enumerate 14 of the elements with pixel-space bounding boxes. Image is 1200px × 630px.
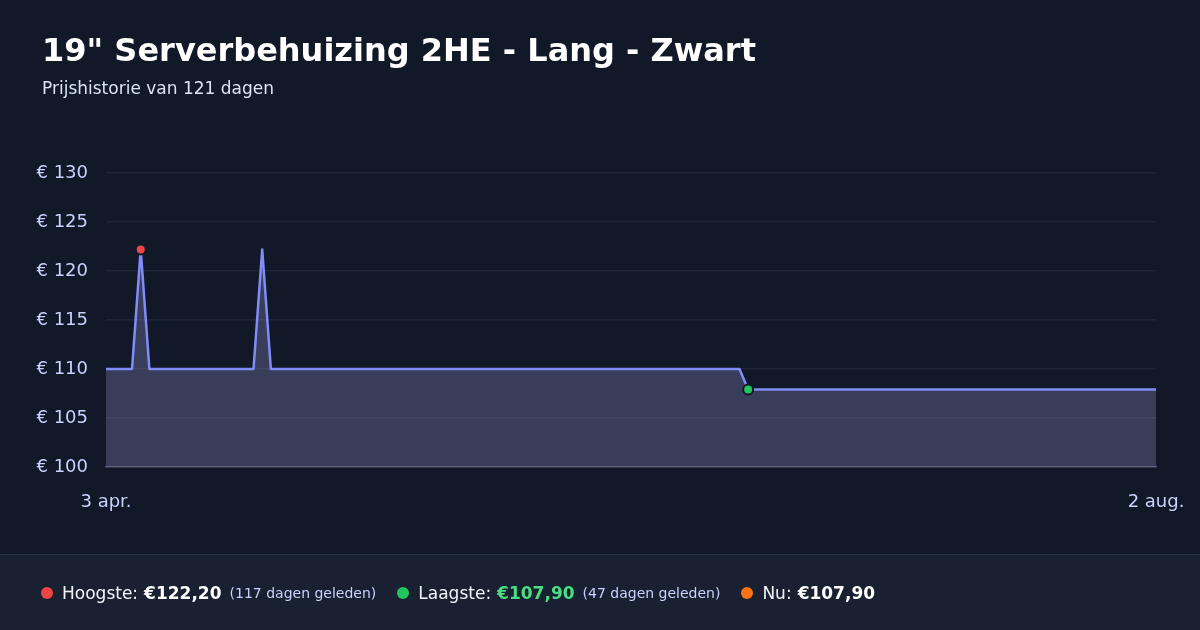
y-tick-label: € 120 — [36, 258, 88, 280]
y-tick-label: € 110 — [36, 356, 88, 378]
y-tick-label: € 125 — [36, 209, 88, 231]
y-tick-label: € 100 — [36, 454, 88, 476]
x-tick-label: 2 aug. — [1127, 490, 1185, 512]
y-tick-label: € 115 — [36, 307, 88, 329]
y-tick-label: € 130 — [36, 160, 88, 182]
text: Nu: €107,90 — [762, 582, 876, 603]
text: Laagste: €107,90 (47 dagen geleden) — [418, 582, 721, 603]
chart-title: 19" Serverbehuizing 2HE - Lang - Zwart — [42, 31, 756, 69]
chart-subtitle: Prijshistorie van 121 dagen — [42, 78, 274, 98]
text: Hoogste: €122,20 (117 dagen geleden) — [62, 582, 377, 603]
x-tick-label: 3 apr. — [80, 490, 132, 512]
y-tick-label: € 105 — [36, 405, 88, 427]
